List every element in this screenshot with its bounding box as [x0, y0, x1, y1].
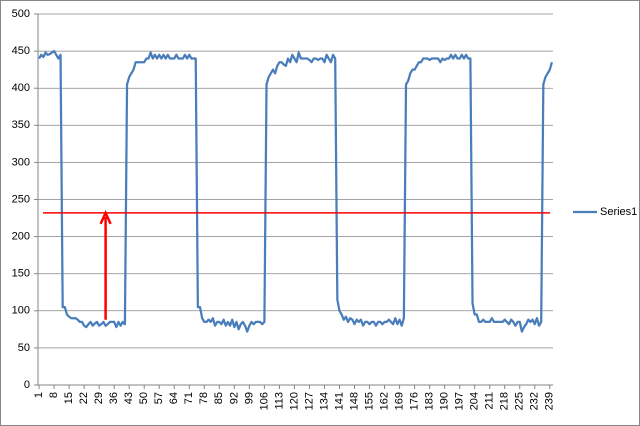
x-tick-label: 1	[33, 392, 45, 398]
x-tick-label: 50	[138, 392, 150, 404]
x-tick-label: 99	[243, 392, 255, 404]
y-tick-label: 250	[12, 193, 30, 205]
x-tick-label: 232	[529, 392, 541, 410]
x-tick-label: 162	[378, 392, 390, 410]
x-tick-label: 120	[288, 392, 300, 410]
x-tick-label: 211	[484, 392, 496, 410]
y-tick-label: 350	[12, 119, 30, 131]
x-tick-label: 113	[273, 392, 285, 410]
x-tick-label: 64	[168, 392, 180, 404]
x-tick-label: 127	[303, 392, 315, 410]
y-tick-label: 400	[12, 82, 30, 94]
x-tick-label: 71	[183, 392, 195, 404]
x-tick-label: 197	[454, 392, 466, 410]
y-tick-label: 300	[12, 156, 30, 168]
x-tick-label: 106	[258, 392, 270, 410]
x-tick-label: 134	[318, 392, 330, 410]
x-tick-label: 15	[63, 392, 75, 404]
arrow-head	[99, 209, 112, 225]
x-tick-label: 183	[424, 392, 436, 410]
y-tick-label: 100	[12, 305, 30, 317]
y-tick-label: 450	[12, 45, 30, 57]
series-line	[38, 49, 554, 333]
x-tick-label: 190	[439, 392, 451, 410]
x-tick-label: 204	[469, 392, 481, 410]
x-tick-label: 36	[108, 392, 120, 404]
x-tick-label: 92	[228, 392, 240, 404]
x-tick-label: 22	[78, 392, 90, 404]
y-tick-label: 50	[18, 342, 30, 354]
x-tick-label: 176	[409, 392, 421, 410]
y-tick-label: 200	[12, 231, 30, 243]
x-tick-label: 225	[514, 392, 526, 410]
x-tick-label: 8	[48, 392, 60, 398]
x-tick-label: 141	[333, 392, 345, 410]
y-tick-label: 150	[12, 268, 30, 280]
y-tick-label: 500	[12, 8, 30, 20]
x-tick-label: 85	[213, 392, 225, 404]
x-tick-label: 148	[348, 392, 360, 410]
x-tick-label: 57	[153, 392, 165, 404]
legend-label: Series1	[600, 206, 637, 218]
x-tick-label: 239	[544, 392, 556, 410]
x-tick-label: 155	[363, 392, 375, 410]
x-tick-label: 78	[198, 392, 210, 404]
x-tick-label: 218	[499, 392, 511, 410]
x-tick-label: 29	[93, 392, 105, 404]
x-tick-label: 43	[123, 392, 135, 404]
y-tick-label: 0	[24, 379, 30, 391]
x-tick-label: 169	[393, 392, 405, 410]
